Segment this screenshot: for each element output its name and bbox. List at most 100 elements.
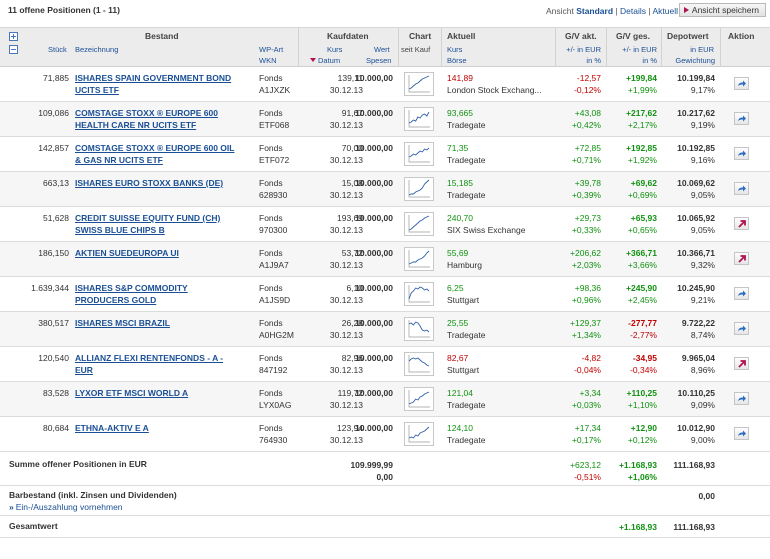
mini-chart[interactable] bbox=[404, 72, 434, 96]
summary-gva-eur: +623,12 bbox=[570, 460, 601, 470]
gv-ges-pct: +1,99% bbox=[627, 85, 657, 95]
col-gvg-pct[interactable]: in % bbox=[642, 56, 657, 65]
position-action-button[interactable] bbox=[734, 357, 749, 370]
mini-chart[interactable] bbox=[404, 282, 434, 306]
gv-akt-eur: +17,34 bbox=[574, 423, 601, 433]
col-spesen[interactable]: Spesen bbox=[366, 56, 392, 65]
col-group-gv-ges: G/V ges. bbox=[616, 31, 651, 41]
col-group-kaufdaten: Kaufdaten bbox=[327, 31, 369, 41]
col-akt-kurs[interactable]: Kurs bbox=[447, 45, 463, 54]
position-action-button[interactable] bbox=[734, 112, 749, 125]
view-standard-link[interactable]: Standard bbox=[576, 6, 614, 16]
mini-chart-svg bbox=[408, 110, 430, 128]
buy-value: 10.000,00 bbox=[355, 213, 393, 223]
col-stueck[interactable]: Stück bbox=[48, 45, 67, 54]
mini-chart[interactable] bbox=[404, 142, 434, 166]
position-name-link[interactable]: ISHARES SPAIN GOVERNMENT BOND UCITS ETF bbox=[75, 73, 232, 95]
gv-akt-eur: +98,36 bbox=[574, 283, 601, 293]
mini-chart[interactable] bbox=[404, 317, 434, 341]
buy-price: 119,72 bbox=[337, 388, 363, 398]
table-row: 380,517 ISHARES MSCI BRAZIL Fonds A0HG2M 26,… bbox=[0, 312, 770, 347]
table-row: 186,150 AKTIEN SUEDEUROPA UI Fonds A1J9A7 53… bbox=[0, 242, 770, 277]
gv-akt-pct: +0,39% bbox=[571, 190, 601, 200]
position-action-button[interactable] bbox=[734, 77, 749, 90]
mini-chart[interactable] bbox=[404, 212, 434, 236]
exchange-name: Stuttgart bbox=[447, 365, 480, 375]
col-gva-pct[interactable]: in % bbox=[586, 56, 601, 65]
buy-date: 30.12.13 bbox=[329, 155, 363, 165]
table-row: 80,684 ETHNA-AKTIV E A Fonds 764930 123,94 30… bbox=[0, 417, 770, 452]
mini-chart[interactable] bbox=[404, 352, 434, 376]
view-label: Ansicht bbox=[545, 6, 574, 16]
buy-value: 10.000,00 bbox=[355, 73, 393, 83]
mini-chart[interactable] bbox=[404, 387, 434, 411]
position-action-button[interactable] bbox=[734, 147, 749, 160]
gv-ges-eur: -277,77 bbox=[628, 318, 657, 328]
position-name-link[interactable]: LYXOR ETF MSCI WORLD A bbox=[75, 388, 189, 398]
position-name-link[interactable]: CREDIT SUISSE EQUITY FUND (CH) SWISS BLU… bbox=[75, 213, 221, 235]
mini-chart[interactable] bbox=[404, 247, 434, 271]
mini-chart-svg bbox=[408, 250, 430, 268]
current-price: 93,665 bbox=[447, 108, 473, 118]
mini-chart[interactable] bbox=[404, 177, 434, 201]
mini-chart[interactable] bbox=[404, 422, 434, 446]
depot-value: 10.069,62 bbox=[677, 178, 715, 188]
position-action-button[interactable] bbox=[734, 217, 749, 230]
position-quantity: 51,628 bbox=[43, 213, 69, 223]
expand-all-icon[interactable] bbox=[9, 32, 18, 41]
position-wkn: ETF072 bbox=[259, 155, 290, 165]
view-switcher: Ansicht Standard | Details | Aktuell bbox=[546, 6, 678, 16]
position-name-link[interactable]: COMSTAGE STOXX ® EUROPE 600 OIL & GAS NR… bbox=[75, 143, 235, 165]
position-action-button[interactable] bbox=[734, 322, 749, 335]
col-wp-art[interactable]: WP-Art bbox=[259, 45, 284, 54]
position-action-button[interactable] bbox=[734, 427, 749, 440]
exchange-name: London Stock Exchang... bbox=[447, 85, 542, 95]
col-wert[interactable]: Wert bbox=[374, 45, 390, 54]
gv-ges-eur: -34,95 bbox=[632, 353, 657, 363]
col-boerse[interactable]: Börse bbox=[447, 56, 467, 65]
position-name-link[interactable]: ETHNA-AKTIV E A bbox=[75, 423, 149, 433]
position-action-button[interactable] bbox=[734, 392, 749, 405]
col-kurs[interactable]: Kurs bbox=[327, 45, 343, 54]
position-name-link[interactable]: ISHARES S&P COMMODITY PRODUCERS GOLD bbox=[75, 283, 188, 305]
col-gvg-eur[interactable]: +/- in EUR bbox=[622, 45, 657, 54]
depot-value: 10.199,84 bbox=[677, 73, 715, 83]
exchange-name: Tradegate bbox=[447, 190, 486, 200]
save-view-button[interactable]: Ansicht speichern bbox=[678, 3, 766, 17]
position-wkn: A1JS9D bbox=[259, 295, 291, 305]
depot-weight: 9,00% bbox=[690, 435, 715, 445]
col-gewichtung[interactable]: Gewichtung bbox=[675, 56, 715, 65]
col-wkn[interactable]: WKN bbox=[259, 56, 277, 65]
position-quantity: 71,885 bbox=[43, 73, 69, 83]
position-action-button[interactable] bbox=[734, 252, 749, 265]
col-datum[interactable]: Datum bbox=[310, 56, 340, 65]
gv-ges-pct: +0,69% bbox=[627, 190, 657, 200]
mini-chart[interactable] bbox=[404, 107, 434, 131]
col-gva-eur[interactable]: +/- in EUR bbox=[566, 45, 601, 54]
position-name-link[interactable]: ISHARES EURO STOXX BANKS (DE) bbox=[75, 178, 224, 188]
position-action-button[interactable] bbox=[734, 287, 749, 300]
current-price: 240,70 bbox=[447, 213, 473, 223]
deposit-withdraw-link[interactable]: » Ein-/Auszahlung vornehmen bbox=[9, 502, 123, 512]
position-name-link[interactable]: ISHARES MSCI BRAZIL bbox=[75, 318, 170, 328]
gv-akt-pct: -0,04% bbox=[574, 365, 601, 375]
gv-ges-pct: +2,45% bbox=[627, 295, 657, 305]
exchange-name: Stuttgart bbox=[447, 295, 480, 305]
gv-akt-pct: +1,34% bbox=[571, 330, 601, 340]
position-name-link[interactable]: ALLIANZ FLEXI RENTENFONDS - A - EUR bbox=[75, 353, 224, 375]
gv-ges-pct: +2,17% bbox=[627, 120, 657, 130]
buy-price: 6,10 bbox=[346, 283, 363, 293]
table-row: 142,857 COMSTAGE STOXX ® EUROPE 600 OIL &… bbox=[0, 137, 770, 172]
exchange-name: Hamburg bbox=[447, 260, 482, 270]
mini-chart-svg bbox=[408, 355, 430, 373]
table-row: 663,13 ISHARES EURO STOXX BANKS (DE) Fonds… bbox=[0, 172, 770, 207]
position-name-link[interactable]: AKTIEN SUEDEUROPA UI bbox=[75, 248, 179, 258]
view-details-link[interactable]: Details bbox=[620, 6, 646, 16]
col-depot-eur[interactable]: in EUR bbox=[690, 45, 714, 54]
collapse-all-icon[interactable] bbox=[9, 45, 18, 54]
view-aktuell-link[interactable]: Aktuell bbox=[652, 6, 678, 16]
col-bezeichnung[interactable]: Bezeichnung bbox=[75, 45, 119, 54]
position-name-link[interactable]: COMSTAGE STOXX ® EUROPE 600 HEALTH CARE … bbox=[75, 108, 218, 130]
position-action-button[interactable] bbox=[734, 182, 749, 195]
mini-chart-svg bbox=[408, 390, 430, 408]
